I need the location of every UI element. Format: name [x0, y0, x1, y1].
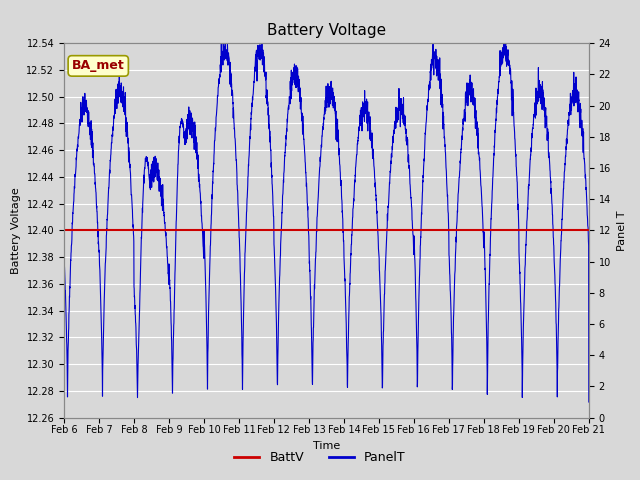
Text: BA_met: BA_met	[72, 60, 125, 72]
Legend: BattV, PanelT: BattV, PanelT	[229, 446, 411, 469]
X-axis label: Time: Time	[313, 441, 340, 451]
Title: Battery Voltage: Battery Voltage	[267, 23, 386, 38]
Y-axis label: Battery Voltage: Battery Voltage	[11, 187, 21, 274]
Y-axis label: Panel T: Panel T	[616, 210, 627, 251]
